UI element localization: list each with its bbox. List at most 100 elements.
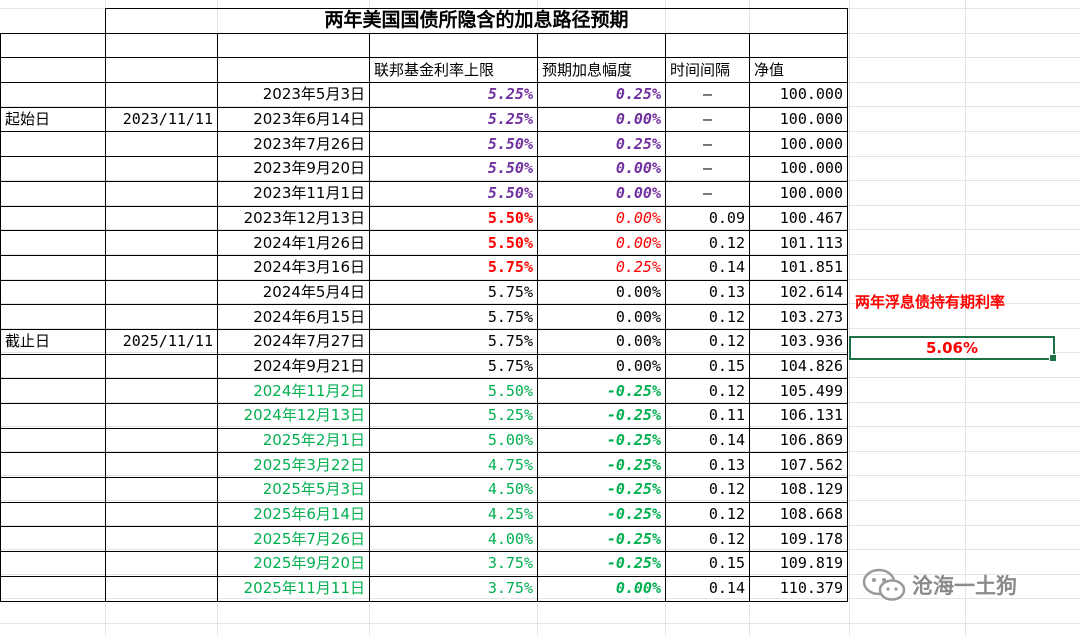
expected-hike-cell[interactable]: -0.25% (537, 551, 666, 577)
cell[interactable] (105, 254, 218, 281)
meeting-date-cell[interactable]: 2024年1月26日 (217, 230, 370, 256)
cell[interactable] (0, 403, 106, 429)
meeting-date-cell[interactable]: 2024年6月15日 (217, 304, 370, 330)
meeting-date-cell[interactable]: 2025年6月14日 (217, 501, 370, 528)
fed-cap-cell[interactable]: 4.25% (369, 501, 538, 528)
header-nav[interactable]: 净值 (749, 57, 848, 84)
cell[interactable] (0, 254, 106, 281)
expected-hike-cell[interactable]: 0.00% (537, 106, 666, 133)
nav-cell[interactable]: 100.000 (749, 82, 848, 108)
fed-cap-cell[interactable]: 5.75% (369, 254, 538, 281)
fill-handle[interactable] (1049, 354, 1057, 362)
meeting-date-cell[interactable]: 2024年3月16日 (217, 254, 370, 281)
cell[interactable] (105, 403, 218, 429)
cell[interactable] (0, 452, 106, 479)
cell[interactable] (0, 526, 106, 553)
cell[interactable] (537, 32, 666, 59)
meeting-date-cell[interactable]: 2025年2月1日 (217, 427, 370, 454)
expected-hike-cell[interactable]: -0.25% (537, 526, 666, 553)
cell[interactable] (0, 353, 106, 380)
interval-cell[interactable]: 0.12 (665, 501, 750, 528)
expected-hike-cell[interactable]: 0.00% (537, 304, 666, 330)
cell[interactable] (0, 477, 106, 503)
cell[interactable] (0, 551, 106, 577)
meeting-date-cell[interactable]: 2023年5月3日 (217, 82, 370, 108)
nav-cell[interactable]: 108.129 (749, 477, 848, 503)
interval-cell[interactable]: 0.09 (665, 205, 750, 232)
expected-hike-cell[interactable]: -0.25% (537, 501, 666, 528)
interval-cell[interactable]: 0.12 (665, 378, 750, 404)
cell[interactable] (0, 180, 106, 207)
interval-cell[interactable]: 0.14 (665, 575, 750, 602)
cell[interactable] (0, 304, 106, 330)
expected-hike-cell[interactable]: 0.00% (537, 180, 666, 207)
cell[interactable] (217, 57, 370, 84)
expected-hike-cell[interactable]: 0.00% (537, 156, 666, 182)
interval-cell[interactable]: 0.12 (665, 230, 750, 256)
expected-hike-cell[interactable]: -0.25% (537, 378, 666, 404)
cell[interactable] (0, 82, 106, 108)
sheet-title[interactable]: 两年美国国债所隐含的加息路径预期 (105, 8, 848, 34)
cell[interactable] (105, 205, 218, 232)
fed-cap-cell[interactable]: 5.25% (369, 403, 538, 429)
fed-cap-cell[interactable]: 4.75% (369, 452, 538, 479)
nav-cell[interactable]: 103.273 (749, 304, 848, 330)
interval-cell[interactable]: 0.13 (665, 279, 750, 306)
expected-hike-cell[interactable]: 0.00% (537, 353, 666, 380)
cell[interactable] (105, 378, 218, 404)
header-expected-hike[interactable]: 预期加息幅度 (537, 57, 666, 84)
meeting-date-cell[interactable]: 2024年12月13日 (217, 403, 370, 429)
expected-hike-cell[interactable]: 0.25% (537, 82, 666, 108)
nav-cell[interactable]: 103.936 (749, 328, 848, 355)
cell[interactable] (0, 230, 106, 256)
cell[interactable] (105, 575, 218, 602)
nav-cell[interactable]: 100.000 (749, 131, 848, 158)
row-label[interactable]: 截止日 (0, 328, 106, 355)
nav-cell[interactable]: 104.826 (749, 353, 848, 380)
nav-cell[interactable]: 110.379 (749, 575, 848, 602)
cell[interactable] (105, 304, 218, 330)
expected-hike-cell[interactable]: 0.25% (537, 131, 666, 158)
cell[interactable] (105, 477, 218, 503)
fed-cap-cell[interactable]: 5.00% (369, 427, 538, 454)
nav-cell[interactable]: 106.869 (749, 427, 848, 454)
nav-cell[interactable]: 100.000 (749, 156, 848, 182)
cell[interactable] (105, 551, 218, 577)
cell[interactable] (105, 452, 218, 479)
interval-cell[interactable]: – (665, 106, 750, 133)
meeting-date-cell[interactable]: 2023年9月20日 (217, 156, 370, 182)
fed-cap-cell[interactable]: 3.75% (369, 575, 538, 602)
nav-cell[interactable]: 100.000 (749, 180, 848, 207)
fed-cap-cell[interactable]: 5.50% (369, 180, 538, 207)
header-fed-cap[interactable]: 联邦基金利率上限 (369, 57, 538, 84)
fed-cap-cell[interactable]: 4.50% (369, 477, 538, 503)
cell[interactable] (105, 57, 218, 84)
cell[interactable] (105, 32, 218, 59)
meeting-date-cell[interactable]: 2024年7月27日 (217, 328, 370, 355)
interval-cell[interactable]: 0.15 (665, 353, 750, 380)
expected-hike-cell[interactable]: 0.00% (537, 279, 666, 306)
meeting-date-cell[interactable]: 2025年5月3日 (217, 477, 370, 503)
fed-cap-cell[interactable]: 5.50% (369, 131, 538, 158)
expected-hike-cell[interactable]: 0.00% (537, 575, 666, 602)
meeting-date-cell[interactable]: 2023年12月13日 (217, 205, 370, 232)
interval-cell[interactable]: 0.12 (665, 477, 750, 503)
meeting-date-cell[interactable]: 2023年6月14日 (217, 106, 370, 133)
cell[interactable] (0, 131, 106, 158)
interval-cell[interactable]: – (665, 82, 750, 108)
meeting-date-cell[interactable]: 2023年7月26日 (217, 131, 370, 158)
header-interval[interactable]: 时间间隔 (665, 57, 750, 84)
cell[interactable] (105, 526, 218, 553)
meeting-date-cell[interactable]: 2025年7月26日 (217, 526, 370, 553)
nav-cell[interactable]: 101.851 (749, 254, 848, 281)
cell[interactable] (0, 501, 106, 528)
fed-cap-cell[interactable]: 4.00% (369, 526, 538, 553)
expected-hike-cell[interactable]: -0.25% (537, 403, 666, 429)
cell[interactable] (0, 427, 106, 454)
cell[interactable] (217, 32, 370, 59)
meeting-date-cell[interactable]: 2024年11月2日 (217, 378, 370, 404)
cell[interactable] (0, 378, 106, 404)
cell[interactable] (749, 32, 848, 59)
cell[interactable] (105, 353, 218, 380)
nav-cell[interactable]: 102.614 (749, 279, 848, 306)
